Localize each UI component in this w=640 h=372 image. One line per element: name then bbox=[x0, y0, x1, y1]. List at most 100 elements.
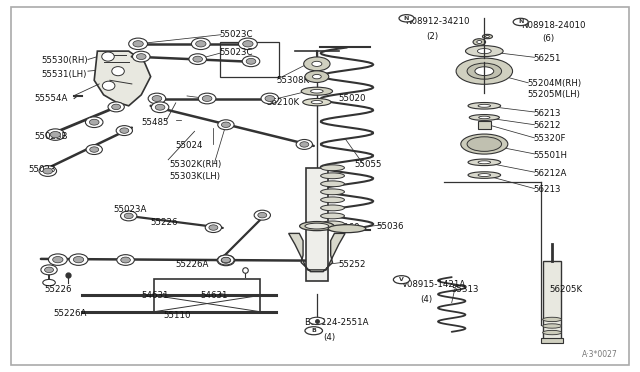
Text: 56205K: 56205K bbox=[549, 285, 582, 294]
Ellipse shape bbox=[133, 41, 143, 47]
Ellipse shape bbox=[121, 257, 131, 263]
Ellipse shape bbox=[476, 140, 493, 148]
Ellipse shape bbox=[467, 137, 502, 151]
Text: 55110: 55110 bbox=[163, 311, 191, 320]
Ellipse shape bbox=[112, 67, 124, 76]
Ellipse shape bbox=[468, 172, 500, 178]
Text: 55205M(LH): 55205M(LH) bbox=[527, 90, 580, 99]
Ellipse shape bbox=[328, 225, 366, 232]
Ellipse shape bbox=[305, 327, 323, 335]
Ellipse shape bbox=[52, 257, 63, 263]
Ellipse shape bbox=[242, 56, 260, 67]
Text: 56210K: 56210K bbox=[267, 98, 300, 107]
Ellipse shape bbox=[102, 81, 115, 90]
Ellipse shape bbox=[474, 66, 495, 76]
Text: A·3*0027: A·3*0027 bbox=[582, 350, 618, 359]
Ellipse shape bbox=[465, 46, 503, 57]
Ellipse shape bbox=[469, 115, 499, 121]
Ellipse shape bbox=[191, 38, 210, 49]
Ellipse shape bbox=[321, 189, 344, 195]
Ellipse shape bbox=[239, 38, 257, 49]
Ellipse shape bbox=[301, 87, 333, 95]
Ellipse shape bbox=[120, 128, 129, 133]
Ellipse shape bbox=[468, 103, 500, 109]
Ellipse shape bbox=[399, 15, 414, 22]
Text: 55252: 55252 bbox=[339, 260, 366, 269]
Text: 55023B: 55023B bbox=[35, 132, 68, 141]
Ellipse shape bbox=[477, 41, 482, 44]
Ellipse shape bbox=[85, 117, 103, 128]
Ellipse shape bbox=[116, 255, 134, 265]
Ellipse shape bbox=[86, 145, 102, 154]
Text: V: V bbox=[399, 277, 404, 282]
Bar bbox=[541, 339, 563, 343]
Ellipse shape bbox=[477, 49, 492, 54]
Text: 55303K(LH): 55303K(LH) bbox=[170, 172, 220, 182]
Ellipse shape bbox=[111, 104, 121, 110]
Ellipse shape bbox=[193, 56, 202, 62]
Ellipse shape bbox=[90, 119, 99, 125]
Ellipse shape bbox=[108, 102, 124, 112]
Ellipse shape bbox=[45, 267, 54, 273]
Text: 55531(LH): 55531(LH) bbox=[41, 70, 86, 79]
Ellipse shape bbox=[43, 279, 55, 286]
Text: 55023C: 55023C bbox=[220, 48, 253, 57]
Text: 55023C: 55023C bbox=[220, 30, 253, 39]
Ellipse shape bbox=[483, 34, 493, 39]
Text: N08912-34210: N08912-34210 bbox=[404, 17, 469, 26]
Ellipse shape bbox=[309, 317, 324, 324]
Text: 55226A: 55226A bbox=[176, 260, 209, 269]
Ellipse shape bbox=[50, 131, 61, 138]
Text: 55060: 55060 bbox=[333, 224, 360, 232]
Ellipse shape bbox=[221, 257, 231, 263]
Text: 56213: 56213 bbox=[533, 185, 561, 194]
Ellipse shape bbox=[218, 120, 234, 130]
Ellipse shape bbox=[205, 222, 221, 232]
Ellipse shape bbox=[136, 54, 146, 60]
Ellipse shape bbox=[209, 225, 218, 230]
Ellipse shape bbox=[305, 223, 329, 229]
Ellipse shape bbox=[303, 99, 331, 106]
Ellipse shape bbox=[467, 63, 502, 79]
Ellipse shape bbox=[202, 96, 212, 102]
Ellipse shape bbox=[243, 41, 253, 47]
Ellipse shape bbox=[246, 58, 256, 64]
Ellipse shape bbox=[300, 222, 334, 231]
Text: 54631: 54631 bbox=[201, 291, 228, 300]
Text: V08915-1421A: V08915-1421A bbox=[401, 280, 466, 289]
Ellipse shape bbox=[461, 134, 508, 154]
Ellipse shape bbox=[543, 330, 561, 335]
Text: N: N bbox=[404, 16, 409, 21]
Ellipse shape bbox=[69, 254, 88, 265]
Ellipse shape bbox=[478, 174, 491, 177]
Ellipse shape bbox=[479, 116, 490, 119]
Text: 56251: 56251 bbox=[533, 54, 561, 63]
Text: 55530(RH): 55530(RH) bbox=[41, 56, 88, 65]
Text: 55024: 55024 bbox=[176, 141, 204, 150]
Ellipse shape bbox=[261, 93, 278, 104]
Text: 55226A: 55226A bbox=[54, 309, 87, 318]
Text: 55320F: 55320F bbox=[533, 134, 566, 143]
Ellipse shape bbox=[321, 181, 344, 187]
Text: B08124-2551A: B08124-2551A bbox=[305, 318, 369, 327]
Text: N08918-24010: N08918-24010 bbox=[521, 21, 585, 30]
Ellipse shape bbox=[221, 257, 230, 263]
Text: 55226: 55226 bbox=[44, 285, 72, 294]
Ellipse shape bbox=[129, 38, 148, 49]
Ellipse shape bbox=[468, 159, 500, 166]
Bar bbox=[220, 42, 279, 77]
Ellipse shape bbox=[156, 104, 165, 110]
Text: (4): (4) bbox=[323, 333, 335, 342]
Text: 54631: 54631 bbox=[141, 291, 169, 300]
Text: 55554A: 55554A bbox=[35, 94, 68, 103]
Text: 55036: 55036 bbox=[376, 222, 404, 231]
Ellipse shape bbox=[217, 255, 235, 266]
Ellipse shape bbox=[513, 18, 528, 26]
Ellipse shape bbox=[265, 96, 275, 102]
Ellipse shape bbox=[258, 212, 267, 218]
Text: 55055: 55055 bbox=[355, 160, 382, 169]
Ellipse shape bbox=[296, 140, 312, 150]
Ellipse shape bbox=[321, 221, 344, 227]
Text: 55204M(RH): 55204M(RH) bbox=[527, 80, 581, 89]
Text: 55020: 55020 bbox=[339, 94, 366, 103]
